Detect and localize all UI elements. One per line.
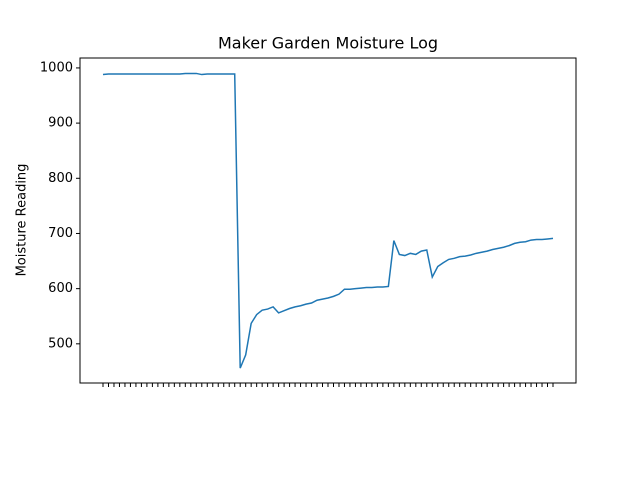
y-tick-label: 800 <box>48 171 73 186</box>
y-tick-label: 600 <box>48 281 73 296</box>
plot-frame <box>79 57 577 384</box>
y-tick-label: 500 <box>48 336 73 351</box>
chart-title: Maker Garden Moisture Log <box>218 34 438 53</box>
y-axis-label: Moisture Reading <box>15 164 30 277</box>
data-line <box>102 72 554 369</box>
y-tick-label: 700 <box>48 226 73 241</box>
y-tick-label: 900 <box>48 116 73 131</box>
y-tick-label: 1000 <box>40 60 73 75</box>
